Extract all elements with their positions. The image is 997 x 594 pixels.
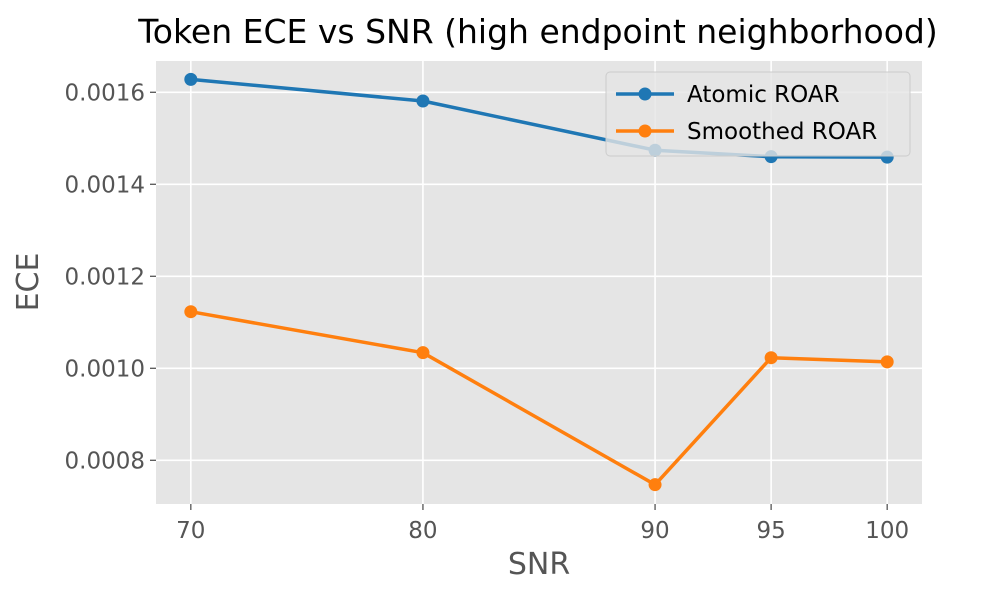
x-tick-label: 70 <box>176 518 205 544</box>
chart-title: Token ECE vs SNR (high endpoint neighbor… <box>137 12 938 51</box>
x-tick-label: 95 <box>756 518 785 544</box>
y-axis-ticks: 0.0008 0.0010 0.0012 0.0014 0.0016 <box>65 80 156 474</box>
legend-marker-smoothed-roar <box>638 124 652 138</box>
legend-label-atomic-roar: Atomic ROAR <box>687 82 840 108</box>
y-axis-label: ECE <box>11 253 46 312</box>
legend-label-smoothed-roar: Smoothed ROAR <box>687 119 877 145</box>
x-tick-label: 90 <box>640 518 669 544</box>
legend-marker-atomic-roar <box>638 87 652 101</box>
data-point-smoothed-roar <box>648 478 662 492</box>
y-tick-label: 0.0012 <box>65 264 145 290</box>
data-point-atomic-roar <box>184 72 198 86</box>
x-axis-label: SNR <box>508 547 570 582</box>
data-point-smoothed-roar <box>764 351 778 365</box>
x-tick-label: 80 <box>408 518 437 544</box>
x-axis-ticks: 70 80 90 95 100 <box>176 504 909 544</box>
data-point-smoothed-roar <box>416 346 430 360</box>
y-tick-label: 0.0014 <box>65 172 145 198</box>
data-point-atomic-roar <box>416 94 430 108</box>
y-tick-label: 0.0016 <box>65 80 145 106</box>
legend-box <box>605 71 911 157</box>
data-point-smoothed-roar <box>184 305 198 319</box>
y-tick-label: 0.0008 <box>65 448 145 474</box>
y-tick-label: 0.0010 <box>65 356 145 382</box>
x-tick-label: 100 <box>865 518 909 544</box>
data-point-smoothed-roar <box>880 355 894 369</box>
legend: Atomic ROAR Smoothed ROAR <box>605 71 911 157</box>
